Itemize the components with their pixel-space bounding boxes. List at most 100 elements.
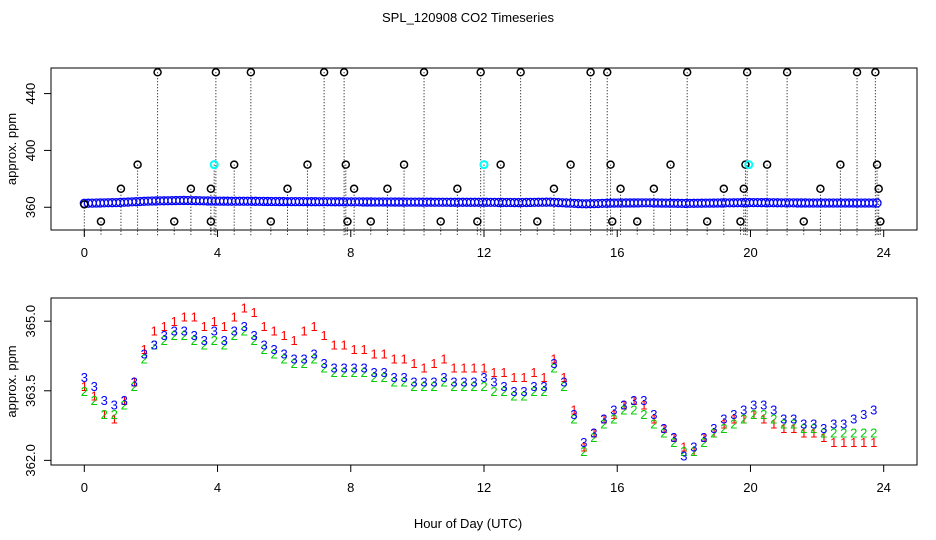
outlier-point xyxy=(836,160,845,169)
series-1-point: 1 xyxy=(380,347,387,362)
outlier-point xyxy=(682,68,692,77)
series-1-point: 1 xyxy=(510,370,517,385)
series-3-point: 3 xyxy=(380,365,387,380)
series-1-point: 1 xyxy=(91,388,98,403)
series-2-point: 2 xyxy=(820,426,827,441)
series-1-point: 1 xyxy=(550,351,557,366)
series-3-point: 3 xyxy=(640,393,647,408)
series-1-point: 1 xyxy=(710,426,717,441)
outlier-point xyxy=(649,184,659,194)
series-1-point: 1 xyxy=(480,361,487,376)
outlier-point xyxy=(453,184,462,194)
series-3-point: 3 xyxy=(400,370,407,385)
series-2-point: 2 xyxy=(760,407,767,422)
series-3-point: 3 xyxy=(241,319,248,334)
series-3-point: 3 xyxy=(201,333,208,348)
x-tick-label: 16 xyxy=(610,480,624,495)
outlier-point xyxy=(266,217,276,226)
series-3-point: 3 xyxy=(700,430,707,445)
series-2-point: 2 xyxy=(710,426,717,441)
series-2-point: 2 xyxy=(340,365,347,380)
series-3-point: 3 xyxy=(311,347,318,362)
series-3-point: 3 xyxy=(780,412,787,427)
series-3-point: 3 xyxy=(81,370,88,385)
series-2-point: 2 xyxy=(550,361,557,376)
series-1-point: 1 xyxy=(590,426,597,441)
series-1-point: 1 xyxy=(800,426,807,441)
series-2-point: 2 xyxy=(101,407,108,422)
series-2-point: 2 xyxy=(830,426,837,441)
series-2-point: 2 xyxy=(360,365,367,380)
series-1-point: 1 xyxy=(810,426,817,441)
series-2-point: 2 xyxy=(350,365,357,380)
series-1-point: 1 xyxy=(201,319,208,334)
series-1-point: 1 xyxy=(291,333,298,348)
outlier-point xyxy=(153,68,162,77)
series-3-point: 3 xyxy=(360,361,367,376)
series-1-point: 1 xyxy=(390,351,397,366)
outlier-point xyxy=(516,68,525,77)
y-tick-label: 400 xyxy=(23,140,38,162)
outlier-point xyxy=(476,68,485,77)
series-1-point: 1 xyxy=(640,398,647,413)
series-3-point: 3 xyxy=(151,337,158,352)
series-2-point: 2 xyxy=(450,379,457,394)
series-2-point: 2 xyxy=(430,379,437,394)
outlier-point xyxy=(566,160,575,169)
series-3-point: 3 xyxy=(490,375,497,390)
series-2-point: 2 xyxy=(161,333,168,348)
series-3-point: 3 xyxy=(231,323,238,338)
series-3-point: 3 xyxy=(440,370,447,385)
co2-point xyxy=(868,198,878,208)
series-2-point: 2 xyxy=(510,388,517,403)
series-1-point: 1 xyxy=(540,370,547,385)
series-1-point: 1 xyxy=(410,356,417,371)
series-2-point: 2 xyxy=(231,328,238,343)
y-axis-label: approx. ppm xyxy=(4,113,19,185)
series-3-point: 3 xyxy=(181,323,188,338)
series-2-point: 2 xyxy=(530,384,537,399)
series-2-point: 2 xyxy=(660,426,667,441)
series-3-point: 3 xyxy=(251,328,258,343)
series-2-point: 2 xyxy=(211,333,218,348)
series-3-point: 3 xyxy=(330,361,337,376)
outlier-point xyxy=(383,184,392,194)
series-1-point: 1 xyxy=(161,319,168,334)
series-2-point: 2 xyxy=(620,402,627,417)
series-1-point: 1 xyxy=(191,310,198,325)
series-3-point: 3 xyxy=(510,384,517,399)
series-1-point: 1 xyxy=(740,412,747,427)
outlier-point xyxy=(283,184,292,194)
outlier-point xyxy=(349,184,359,194)
series-3-point: 3 xyxy=(121,393,128,408)
series-3-point: 3 xyxy=(670,430,677,445)
outlier-point xyxy=(246,68,256,77)
outlier-point xyxy=(206,184,216,194)
series-2-point: 2 xyxy=(251,333,258,348)
series-3-point: 3 xyxy=(141,347,148,362)
series-3-point: 3 xyxy=(530,379,537,394)
series-1-point: 1 xyxy=(301,323,308,338)
outlier-point xyxy=(874,184,883,194)
series-3-point: 3 xyxy=(590,426,597,441)
series-2-point: 2 xyxy=(181,328,188,343)
series-2-point: 2 xyxy=(720,421,727,436)
series-2-point: 2 xyxy=(91,393,98,408)
series-1-point: 1 xyxy=(211,314,218,329)
series-3-point: 3 xyxy=(171,323,178,338)
outlier-point xyxy=(211,68,221,77)
series-2-point: 2 xyxy=(390,375,397,390)
outlier-point xyxy=(876,217,885,226)
series-2-point: 2 xyxy=(740,412,747,427)
series-2-point: 2 xyxy=(321,361,328,376)
y-tick-label: 365.0 xyxy=(23,305,38,338)
x-tick-label: 24 xyxy=(876,245,890,260)
co2-point xyxy=(872,198,882,208)
y-tick-label: 360 xyxy=(23,196,38,218)
series-1-point: 1 xyxy=(450,361,457,376)
series-1-point: 1 xyxy=(760,412,767,427)
series-1-point: 1 xyxy=(730,412,737,427)
series-2-point: 2 xyxy=(330,365,337,380)
series-1-point: 1 xyxy=(750,407,757,422)
